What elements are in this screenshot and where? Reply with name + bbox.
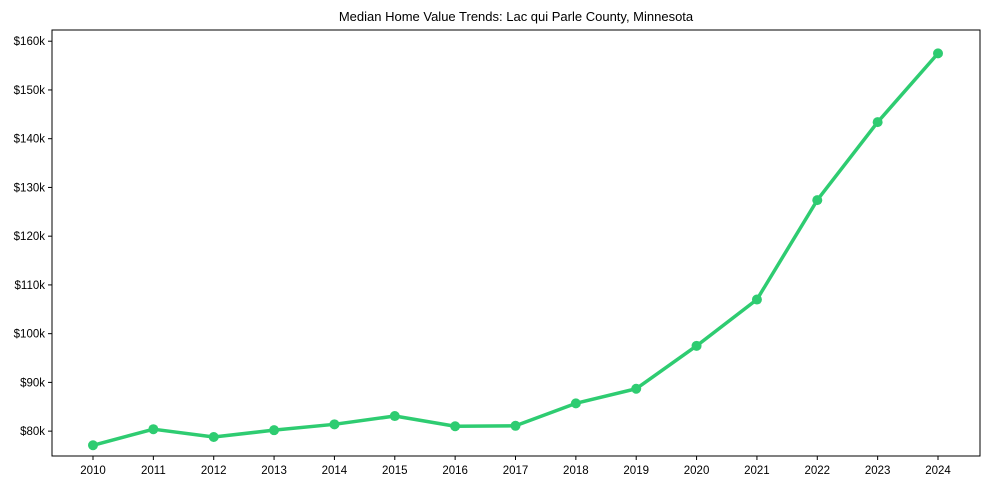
- data-point-2011: [148, 424, 159, 435]
- y-tick-label: $110k: [15, 280, 46, 292]
- data-point-2024: [933, 48, 943, 59]
- x-tick-label: 2021: [744, 465, 770, 477]
- y-tick-label: $160k: [14, 36, 46, 48]
- data-point-2017: [510, 420, 521, 431]
- data-point-2010: [88, 440, 98, 451]
- data-point-2018: [570, 398, 581, 409]
- data-point-2012: [208, 431, 219, 442]
- series-line: [92, 52, 940, 447]
- y-axis: $80k $90k $100k $110k $120k $130k $140k $150k $1…: [14, 36, 52, 438]
- x-tick-label: 2011: [141, 465, 166, 477]
- plot-area: [51, 29, 981, 457]
- y-tick-label: $80k: [20, 426, 45, 438]
- y-tick-label: $100k: [14, 329, 46, 341]
- y-tick-label: $150k: [14, 85, 46, 97]
- data-point-2023: [872, 117, 883, 128]
- x-tick-label: 2012: [201, 465, 227, 477]
- x-tick-label: 2014: [322, 465, 348, 477]
- y-tick-label: $130k: [14, 182, 46, 194]
- chart-title: Median Home Value Trends: Lac qui Parle …: [339, 9, 694, 24]
- data-point-2013: [269, 425, 280, 436]
- x-tick-label: 2022: [804, 465, 830, 477]
- y-tick-label: $120k: [14, 231, 46, 243]
- x-tick-label: 2019: [623, 465, 649, 477]
- x-tick-label: 2017: [503, 465, 529, 477]
- data-point-2021: [751, 294, 762, 305]
- series-median-home-value: [88, 48, 943, 451]
- x-tick-label: 2020: [684, 465, 710, 477]
- x-tick-label: 2024: [925, 465, 951, 477]
- data-point-2016: [450, 421, 461, 432]
- x-tick-label: 2015: [382, 465, 408, 477]
- data-point-2019: [631, 383, 642, 394]
- data-point-2020: [691, 340, 702, 351]
- data-point-2014: [329, 419, 340, 430]
- x-tick-label: 2018: [563, 465, 589, 477]
- x-tick-label: 2016: [442, 465, 468, 477]
- data-point-2022: [812, 195, 823, 206]
- x-tick-label: 2010: [80, 465, 106, 477]
- y-tick-label: $90k: [20, 377, 45, 389]
- x-tick-label: 2013: [261, 465, 287, 477]
- y-tick-label: $140k: [14, 134, 46, 146]
- x-tick-label: 2023: [865, 465, 891, 477]
- data-point-2015: [389, 411, 400, 422]
- x-axis: 2010 2011 2012 2013 2014 2015 2016 2017 2018 2019…: [80, 456, 951, 477]
